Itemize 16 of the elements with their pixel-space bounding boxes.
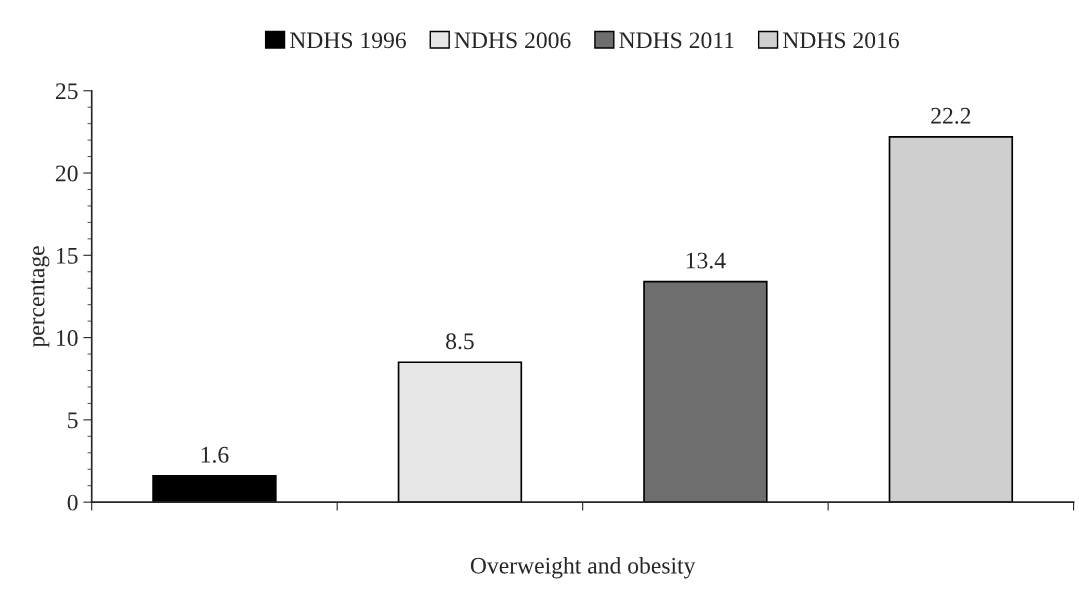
data-label: 13.4	[686, 252, 726, 269]
legend-label: NDHS 1996	[289, 32, 406, 49]
y-tick-label: 20	[55, 165, 78, 182]
data-label: 22.2	[931, 107, 971, 124]
y-axis-title: percentage	[30, 246, 50, 348]
y-tick-label: 5	[68, 412, 78, 429]
x-axis-title: Overweight and obesity	[470, 557, 696, 579]
legend-label: NDHS 2016	[782, 32, 899, 49]
legend-label: NDHS 2006	[454, 32, 571, 49]
y-tick-label: 10	[56, 330, 78, 347]
y-tick-label: 15	[56, 247, 78, 264]
data-label: 8.5	[446, 333, 474, 350]
y-tick-label: 25	[55, 83, 78, 100]
data-label: 1.6	[201, 446, 229, 463]
legend-label: NDHS 2011	[619, 32, 734, 49]
y-tick-label: 0	[67, 494, 78, 511]
